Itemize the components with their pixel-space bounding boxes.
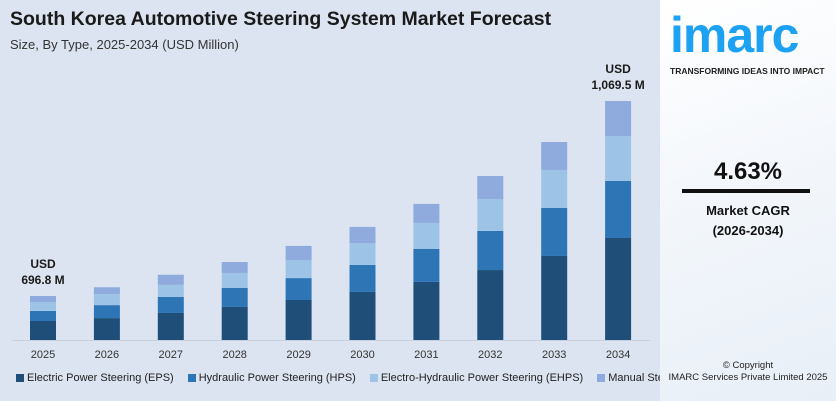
- legend-item: Hydraulic Power Steering (HPS): [187, 372, 356, 384]
- legend-label: Hydraulic Power Steering (HPS): [198, 372, 356, 384]
- cagr-label-text: Market CAGR: [706, 203, 790, 218]
- bar-segment-2033-0: [541, 255, 568, 340]
- chart-panel: South Korea Automotive Steering System M…: [0, 0, 688, 401]
- x-tick-label: 2028: [222, 349, 246, 361]
- chart-title: South Korea Automotive Steering System M…: [10, 8, 552, 30]
- bar-segment-2027-1: [157, 296, 184, 313]
- total-annotation-value: 1,069.5 M: [591, 78, 644, 92]
- x-tick-label: 2034: [606, 349, 630, 361]
- bar-segment-2026-0: [93, 318, 120, 340]
- company-text: IMARC Services Private Limited 2025: [668, 372, 828, 383]
- x-tick-label: 2033: [542, 349, 566, 361]
- bar-segment-2028-0: [221, 306, 248, 340]
- stacked-bar-chart: 2025 2026 2027 2028 2029 2030 2031 2032 2033 2034…: [12, 62, 650, 361]
- bar-segment-2031-2: [413, 222, 440, 249]
- bar-segment-2029-0: [285, 299, 312, 340]
- chart-subtitle: Size, By Type, 2025-2034 (USD Million): [10, 37, 239, 52]
- legend-item: Electro-Hydraulic Power Steering (EHPS): [369, 372, 584, 384]
- bar-segment-2030-0: [349, 291, 376, 340]
- bar-segment-2029-2: [285, 259, 312, 279]
- bar-segment-2030-1: [349, 264, 376, 292]
- bar-segment-2025-0: [30, 321, 56, 340]
- bar-segment-2028-2: [221, 272, 248, 288]
- total-annotation-currency: USD: [30, 257, 56, 271]
- x-tick-label: 2030: [350, 349, 374, 361]
- imarc-logo: imarc: [670, 7, 799, 63]
- x-tick-label: 2031: [414, 349, 438, 361]
- legend-swatch: [187, 374, 196, 382]
- bar-segment-2032-0: [477, 270, 504, 340]
- bar-segment-2027-0: [157, 312, 184, 340]
- bar-segment-2026-2: [93, 294, 120, 306]
- x-tick-label: 2032: [478, 349, 502, 361]
- cagr-period: (2026-2034): [712, 223, 784, 238]
- tagline: TRANSFORMING IDEAS INTO IMPACT: [670, 66, 825, 76]
- bar-segment-2029-1: [285, 278, 312, 300]
- bar-segment-2032-1: [477, 230, 504, 271]
- bar-segment-2034-2: [605, 136, 632, 182]
- bar-segment-2025-3: [30, 295, 56, 303]
- bar-segment-2031-1: [413, 248, 440, 282]
- bar-segment-2034-0: [605, 237, 632, 340]
- bar-segment-2030-3: [349, 226, 376, 244]
- bar-segment-2033-1: [541, 207, 568, 256]
- bar-segment-2032-3: [477, 175, 504, 199]
- total-annotation-currency: USD: [605, 62, 631, 76]
- bar-segment-2033-2: [541, 169, 568, 208]
- legend-item: Electric Power Steering (EPS): [16, 372, 174, 384]
- bar-segment-2034-3: [605, 101, 632, 137]
- bar-segment-2031-3: [413, 203, 440, 223]
- legend-swatch: [369, 374, 378, 382]
- bar-segment-2032-2: [477, 198, 504, 231]
- x-tick-label: 2025: [31, 349, 55, 361]
- total-annotation-value: 696.8 M: [21, 273, 64, 287]
- bar-segment-2033-3: [541, 142, 568, 170]
- x-tick-label: 2027: [159, 349, 183, 361]
- x-tick-label: 2026: [95, 349, 119, 361]
- bar-segment-2026-1: [93, 305, 120, 319]
- legend-swatch: [597, 374, 606, 382]
- bar-segment-2026-3: [93, 287, 120, 295]
- cagr-value: 4.63%: [713, 158, 783, 185]
- legend-swatch: [16, 374, 24, 382]
- bar-segment-2034-1: [605, 181, 632, 238]
- bar-segment-2031-0: [413, 281, 440, 340]
- bar-segment-2029-3: [285, 245, 312, 260]
- side-panel: imarc TRANSFORMING IDEAS INTO IMPACT 4.6…: [660, 0, 836, 401]
- bar-segment-2025-2: [30, 302, 56, 311]
- legend: Electric Power Steering (EPS) Hydraulic P…: [16, 372, 688, 384]
- copyright: © Copyright IMARC Services Private Limit…: [660, 360, 836, 384]
- legend-label: Electro-Hydraulic Power Steering (EHPS): [380, 372, 584, 384]
- copyright-text: © Copyright: [722, 360, 774, 371]
- bar-segment-2027-2: [157, 284, 184, 297]
- cagr-label: Market CAGR (2026-2034): [660, 201, 836, 241]
- divider: [682, 189, 810, 193]
- bar-segment-2030-2: [349, 243, 376, 265]
- bar-segment-2027-3: [157, 274, 184, 285]
- bar-segment-2028-1: [221, 287, 248, 307]
- bar-segment-2028-3: [221, 262, 248, 273]
- legend-label: Electric Power Steering (EPS): [27, 372, 174, 384]
- x-tick-label: 2029: [286, 349, 310, 361]
- bar-segment-2025-1: [30, 310, 56, 322]
